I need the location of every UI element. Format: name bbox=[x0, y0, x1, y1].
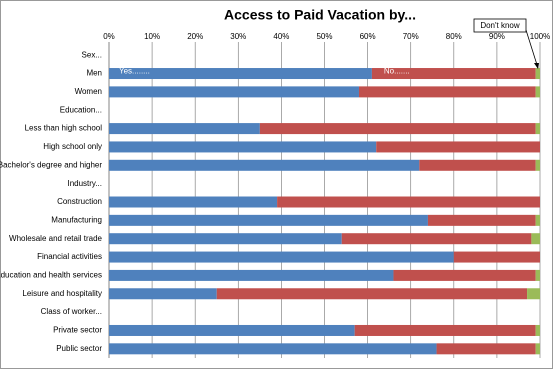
bar-segment bbox=[393, 269, 536, 281]
bar-segment bbox=[527, 288, 540, 300]
bar-segment bbox=[354, 324, 536, 336]
y-tick-label: Public sector bbox=[56, 344, 102, 353]
bar-segment bbox=[109, 86, 359, 98]
bar-segment bbox=[419, 159, 536, 171]
bar-segment bbox=[535, 269, 540, 281]
bar-segment bbox=[535, 343, 540, 355]
y-tick-label: Women bbox=[75, 87, 102, 96]
y-tick-label: Class of worker... bbox=[41, 307, 102, 316]
y-tick-label: Industry... bbox=[67, 179, 102, 188]
bar-segment bbox=[535, 86, 540, 98]
bar-segment bbox=[453, 251, 540, 263]
bar-segment bbox=[109, 343, 437, 355]
bar-segment bbox=[376, 141, 540, 153]
bar-segment bbox=[109, 288, 217, 300]
annotation-box bbox=[473, 18, 527, 33]
bar-segment bbox=[109, 251, 454, 263]
bar-segment bbox=[109, 159, 420, 171]
bar-segment bbox=[109, 269, 394, 281]
x-tick-label: 90% bbox=[489, 32, 505, 41]
y-tick-label: Wholesale and retail trade bbox=[9, 234, 102, 243]
x-tick-label: 100% bbox=[530, 32, 550, 41]
y-tick-label: Manufacturing bbox=[51, 215, 102, 224]
series-label: Yes........ bbox=[119, 67, 150, 76]
y-tick-label: High school only bbox=[43, 142, 102, 151]
bar-segment bbox=[535, 68, 540, 80]
y-tick-label: Construction bbox=[57, 197, 102, 206]
x-tick-label: 80% bbox=[446, 32, 462, 41]
bar-segment bbox=[277, 196, 540, 208]
bar-segment bbox=[109, 233, 342, 245]
series-label: Don't know bbox=[480, 21, 520, 30]
bar-segment bbox=[358, 86, 536, 98]
chart-title: Access to Paid Vacation by... bbox=[224, 7, 416, 23]
bar-segment bbox=[109, 68, 372, 80]
bar-segment bbox=[535, 214, 540, 226]
x-tick-label: 0% bbox=[103, 32, 115, 41]
x-tick-label: 50% bbox=[316, 32, 332, 41]
y-tick-label: Financial activities bbox=[37, 252, 102, 261]
x-tick-label: 10% bbox=[144, 32, 160, 41]
x-tick-label: 20% bbox=[187, 32, 203, 41]
y-tick-label: Leisure and hospitality bbox=[22, 289, 102, 298]
y-tick-label: Less than high school bbox=[25, 124, 103, 133]
bar-segment bbox=[535, 123, 540, 135]
bar-segment bbox=[109, 123, 260, 135]
bar-segment bbox=[109, 214, 428, 226]
y-tick-label: Men bbox=[86, 69, 102, 78]
x-tick-label: 40% bbox=[273, 32, 289, 41]
bar-segment bbox=[259, 123, 536, 135]
bar-segment bbox=[109, 324, 355, 336]
y-tick-label: Education... bbox=[60, 105, 102, 114]
y-tick-label: Sex... bbox=[82, 50, 102, 59]
x-tick-label: 70% bbox=[403, 32, 419, 41]
x-tick-label: 60% bbox=[360, 32, 376, 41]
x-tick-label: 30% bbox=[230, 32, 246, 41]
y-tick-label: Private sector bbox=[53, 326, 102, 335]
bar-segment bbox=[535, 324, 540, 336]
bar-segment bbox=[216, 288, 528, 300]
bar-segment bbox=[531, 233, 540, 245]
y-tick-label: Education and health services bbox=[0, 271, 102, 280]
bar-segment bbox=[341, 233, 532, 245]
bar-segment bbox=[535, 159, 540, 171]
bar-segment bbox=[427, 214, 536, 226]
bar-segment bbox=[371, 68, 536, 80]
series-label: No....... bbox=[384, 67, 410, 76]
annotation-arrow bbox=[525, 29, 539, 69]
bar-segment bbox=[436, 343, 536, 355]
arrow-head bbox=[534, 63, 539, 69]
bar-segment bbox=[109, 196, 278, 208]
y-tick-label: Bachelor's degree and higher bbox=[0, 160, 102, 169]
bar-segment bbox=[109, 141, 377, 153]
